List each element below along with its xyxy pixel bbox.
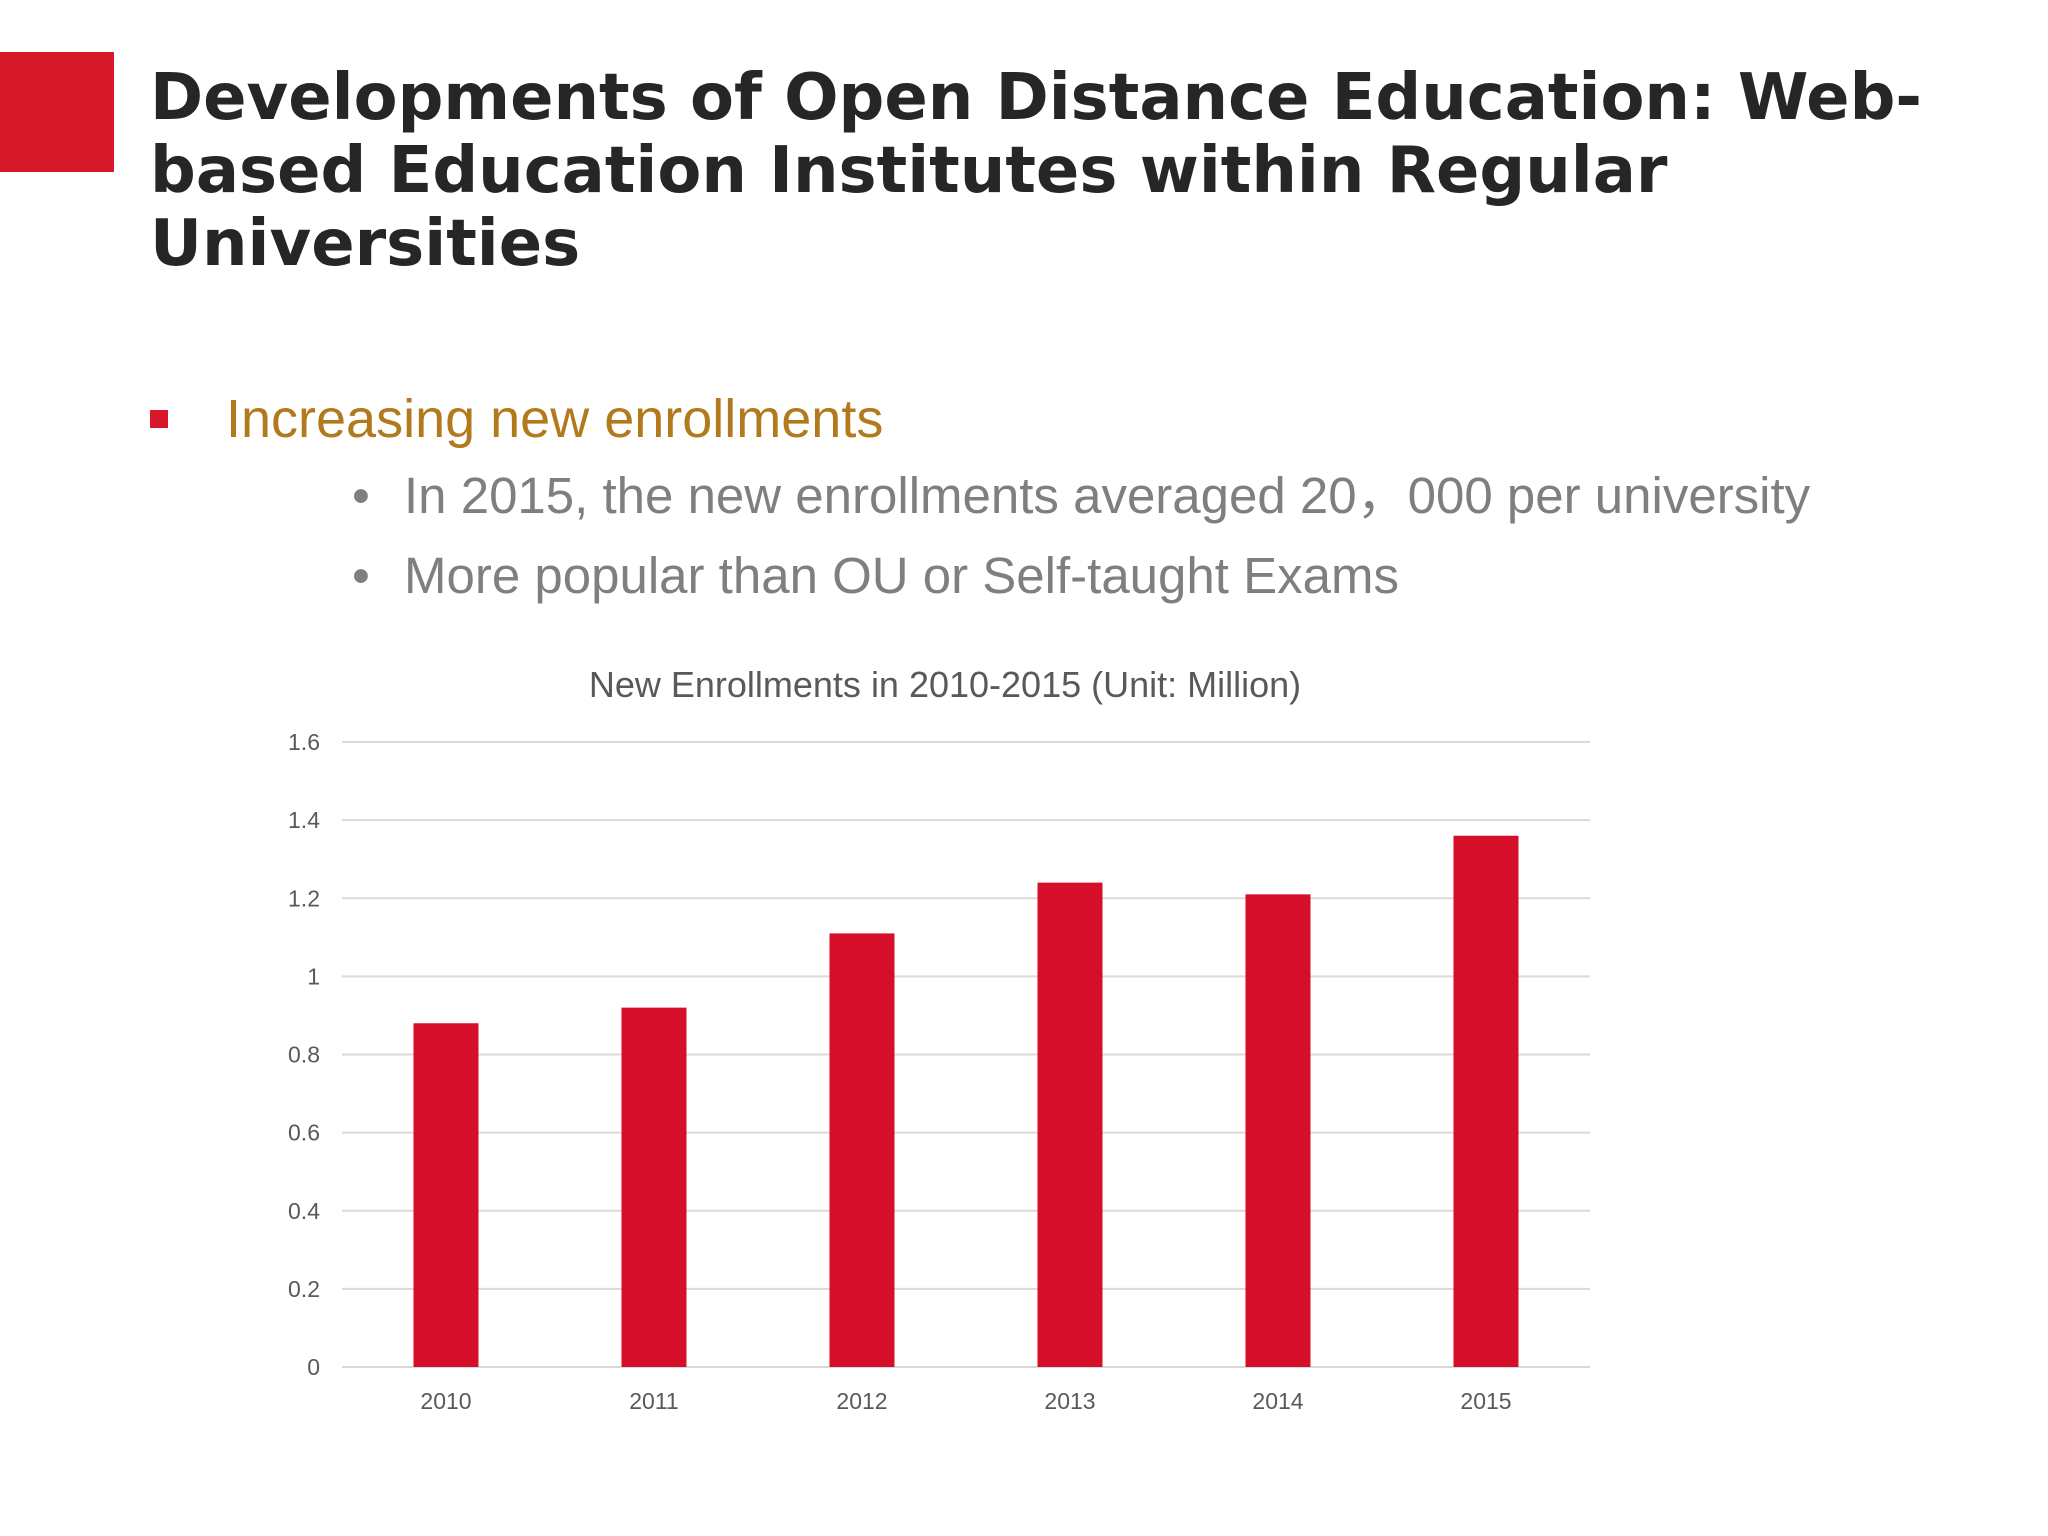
chart-title: New Enrollments in 2010-2015 (Unit: Mill… [588,664,1302,705]
y-tick-label: 0.8 [288,1042,320,1068]
bar [1453,835,1519,1367]
sub-bullet-text: In 2015, the new enrollments averaged 20… [404,467,1811,524]
sub-bullet: • More popular than OU or Self-taught Ex… [352,546,1952,606]
main-bullet: Increasing new enrollments [150,388,1950,450]
y-tick-label: 0.6 [288,1120,320,1146]
main-bullet-text: Increasing new enrollments [226,389,884,449]
x-tick-label: 2013 [1044,1388,1095,1414]
bar [621,1007,687,1367]
chart-canvas: 0 0.2 0.4 0.6 0.8 1 1.2 1.4 1.6 2010 2011 2012 2013 2… [288,729,1590,1414]
y-tick-label: 0.4 [288,1198,320,1224]
y-tick-label: 1 [307,963,320,989]
square-bullet-icon [150,410,168,428]
x-tick-label: 2012 [836,1388,887,1414]
slide-title: Developments of Open Distance Education:… [150,61,1922,281]
sub-bullet-dot-icon: • [352,547,370,604]
bar [1037,882,1103,1367]
sub-bullet: • In 2015, the new enrollments averaged … [352,466,1952,526]
x-tick-label: 2010 [420,1388,471,1414]
sub-bullet-dot-icon: • [352,467,370,524]
x-tick-label: 2015 [1460,1388,1511,1414]
y-tick-label: 0 [307,1354,320,1380]
sub-bullet-list: • In 2015, the new enrollments averaged … [352,466,1952,626]
bar [413,1023,479,1367]
sub-bullet-text: More popular than OU or Self-taught Exam… [404,547,1399,604]
y-tick-label: 1.2 [288,885,320,911]
accent-block [0,52,114,172]
x-tick-label: 2011 [629,1388,678,1414]
enrollment-chart: New Enrollments in 2010-2015 (Unit: Mill… [0,660,2048,1460]
bar [829,933,895,1367]
y-tick-label: 0.2 [288,1276,320,1302]
x-tick-label: 2014 [1252,1388,1303,1414]
y-tick-label: 1.6 [288,729,320,755]
bar [1245,894,1311,1367]
y-tick-label: 1.4 [288,807,320,833]
